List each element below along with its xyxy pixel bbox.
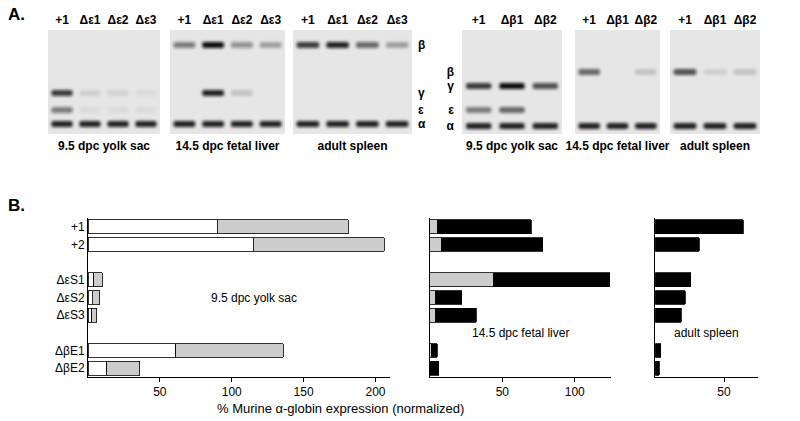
svg-text:A.: A. <box>8 5 25 24</box>
svg-text:ε: ε <box>448 103 454 117</box>
svg-text:β: β <box>447 65 454 79</box>
html-text:B.: B. <box>8 196 25 215</box>
svg-text:adult spleen: adult spleen <box>674 326 739 340</box>
svg-text:+1: +1 <box>472 13 486 27</box>
svg-text:adult spleen: adult spleen <box>317 139 387 153</box>
svg-text:γ: γ <box>418 86 425 100</box>
svg-text:ε: ε <box>418 103 424 117</box>
svg-text:+1: +1 <box>582 13 596 27</box>
svg-text:ΔβE2: ΔβE2 <box>55 361 85 375</box>
svg-text:Δε1: Δε1 <box>203 13 224 27</box>
svg-text:9.5 dpc yolk sac: 9.5 dpc yolk sac <box>58 139 150 153</box>
svg-text:14.5 dpc fetal liver: 14.5 dpc fetal liver <box>175 139 279 153</box>
svg-text:Δε1: Δε1 <box>80 13 101 27</box>
svg-text:β: β <box>418 38 425 52</box>
svg-text:α: α <box>418 117 426 131</box>
svg-text:150: 150 <box>294 385 314 399</box>
svg-text:Δε2: Δε2 <box>357 13 378 27</box>
svg-text:Δβ1: Δβ1 <box>501 13 524 27</box>
svg-text:+1: +1 <box>678 13 692 27</box>
svg-text:Δβ1: Δβ1 <box>704 13 727 27</box>
svg-text:ΔεS2: ΔεS2 <box>57 291 85 305</box>
svg-text:Δβ1: Δβ1 <box>606 13 629 27</box>
svg-text:Δβ2: Δβ2 <box>734 13 757 27</box>
svg-text:% Murine α-globin expression (: % Murine α-globin expression (normalized… <box>217 401 464 416</box>
svg-text:+1: +1 <box>178 13 192 27</box>
svg-text:Δβ2: Δβ2 <box>635 13 658 27</box>
svg-text:Δε3: Δε3 <box>260 13 281 27</box>
svg-text:ΔεS3: ΔεS3 <box>57 308 85 322</box>
svg-text:Δε2: Δε2 <box>108 13 129 27</box>
svg-text:Δε3: Δε3 <box>136 13 157 27</box>
svg-text:Δε1: Δε1 <box>327 13 348 27</box>
svg-text:50: 50 <box>153 385 167 399</box>
svg-text:ΔεS1: ΔεS1 <box>57 273 85 287</box>
svg-text:Δβ2: Δβ2 <box>534 13 557 27</box>
svg-text:9.5 dpc yolk sac: 9.5 dpc yolk sac <box>466 139 558 153</box>
svg-text:50: 50 <box>496 385 510 399</box>
svg-text:adult spleen: adult spleen <box>680 139 750 153</box>
svg-text:Δε2: Δε2 <box>231 13 252 27</box>
svg-text:γ: γ <box>447 79 454 93</box>
svg-text:α: α <box>447 119 455 133</box>
svg-text:50: 50 <box>717 385 731 399</box>
svg-text:200: 200 <box>365 385 385 399</box>
svg-text:100: 100 <box>565 385 585 399</box>
svg-text:9.5 dpc yolk sac: 9.5 dpc yolk sac <box>211 291 297 305</box>
svg-text:ΔβE1: ΔβE1 <box>55 344 85 358</box>
svg-text:14.5 dpc fetal liver: 14.5 dpc fetal liver <box>472 326 569 340</box>
svg-text:Δε3: Δε3 <box>387 13 408 27</box>
svg-text:+1: +1 <box>301 13 315 27</box>
svg-text:14.5 dpc fetal liver: 14.5 dpc fetal liver <box>565 139 669 153</box>
svg-text:+1: +1 <box>55 13 69 27</box>
svg-text:100: 100 <box>222 385 242 399</box>
svg-text:+1: +1 <box>71 220 85 234</box>
svg-text:+2: +2 <box>71 238 85 252</box>
